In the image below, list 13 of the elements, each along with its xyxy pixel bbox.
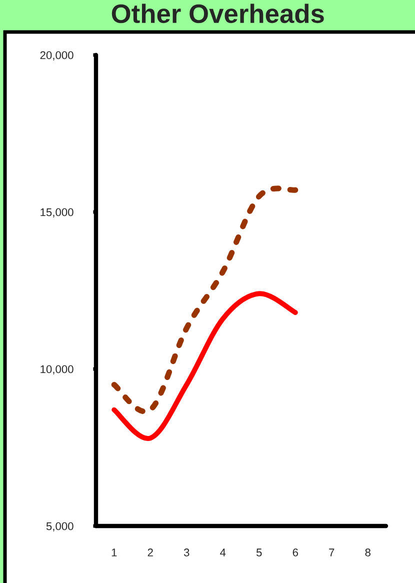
x-tick-label: 5 bbox=[256, 548, 262, 556]
x-tick-label: 3 bbox=[184, 548, 190, 556]
chart-title: Other Overheads bbox=[112, 4, 324, 24]
y-tick-label: 5,000 bbox=[46, 522, 74, 532]
x-tick-label: 1 bbox=[112, 548, 117, 556]
x-tick-label: 6 bbox=[292, 548, 298, 556]
y-tick-label: 15,000 bbox=[40, 208, 74, 218]
x-tick-label: 8 bbox=[365, 548, 370, 556]
x-tick-label: 4 bbox=[220, 548, 226, 556]
y-tick-label: 10,000 bbox=[40, 365, 74, 374]
x-tick-label: 7 bbox=[329, 548, 334, 556]
x-tick-label: 2 bbox=[148, 548, 153, 556]
y-tick-label: 20,000 bbox=[40, 51, 74, 60]
